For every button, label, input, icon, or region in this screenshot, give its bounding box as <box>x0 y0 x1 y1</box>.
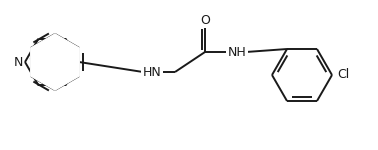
Text: NH: NH <box>228 45 246 58</box>
Text: N: N <box>14 56 23 69</box>
Text: HN: HN <box>143 66 161 78</box>
Text: O: O <box>200 14 210 27</box>
Polygon shape <box>31 34 79 90</box>
Text: Cl: Cl <box>337 69 349 81</box>
